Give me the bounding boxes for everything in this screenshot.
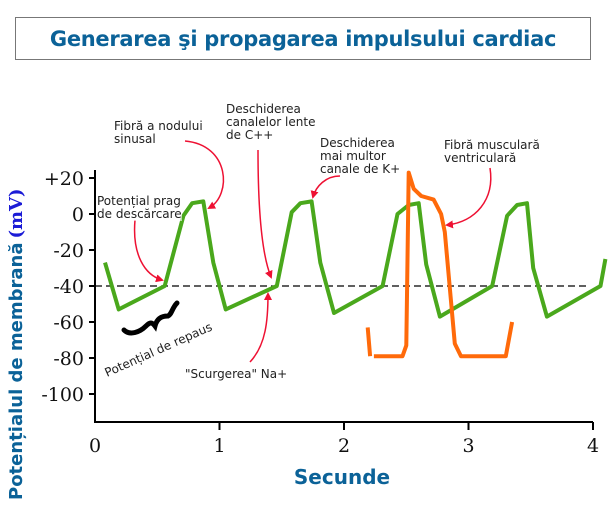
y-axis-unit: (mV): [6, 188, 27, 238]
x-tick-label: 4: [587, 435, 599, 457]
annotation-k-channels: Deschiderea mai multor canale de K+: [320, 136, 401, 176]
arrow-ventricular: [445, 167, 492, 229]
resting-brace-icon: [121, 300, 180, 336]
y-tick-label: +20: [44, 168, 84, 190]
title-box: Generarea şi propagarea impulsului cardi…: [15, 17, 591, 60]
ventricular-fiber-line: [373, 170, 515, 359]
y-axis-label: Potențialul de membrană (mV): [6, 188, 27, 500]
annotation-ventricular-fiber: Fibră musculară ventriculară: [444, 138, 540, 165]
annotation-sinus-fiber: Fibră a nodului sinusal: [114, 119, 203, 146]
arrow-sinus: [184, 140, 225, 209]
x-tick-label: 2: [338, 435, 350, 457]
annotation-slow-channels: Deschiderea canalelor lente de C++: [226, 102, 316, 142]
arrow-k-channels: [310, 175, 341, 199]
y-tick-label: -20: [53, 240, 84, 262]
y-tick-label: -100: [41, 384, 84, 406]
series: [103, 170, 608, 359]
x-tick-label: 0: [89, 435, 101, 457]
y-tick-label: 0: [72, 204, 84, 226]
annotation-arrows: [133, 140, 492, 363]
y-tick-label: -40: [53, 276, 84, 298]
arrow-na-leak: [249, 292, 272, 363]
y-axis-label-text: Potențialul de membrană: [6, 243, 27, 500]
annotation-na-leak: "Scurgerea" Na+: [185, 367, 288, 381]
arrow-slow-channels: [257, 149, 273, 279]
y-tick-label: -80: [53, 348, 84, 370]
axes: +20 0 -20 -40 -60 -80 -100 0 1 2 3 4: [41, 168, 599, 457]
x-axis-label: Secunde: [294, 465, 390, 489]
x-tick-label: 1: [213, 435, 225, 457]
arrow-threshold: [133, 219, 164, 283]
x-tick-label: 3: [462, 435, 474, 457]
y-tick-label: -60: [53, 312, 84, 334]
annotation-threshold: Potențial prag de descărcare: [97, 194, 182, 221]
sinus-node-line: [103, 199, 608, 319]
ventricular-fiber-line: [365, 327, 373, 357]
chart-title: Generarea şi propagarea impulsului cardi…: [49, 26, 557, 51]
